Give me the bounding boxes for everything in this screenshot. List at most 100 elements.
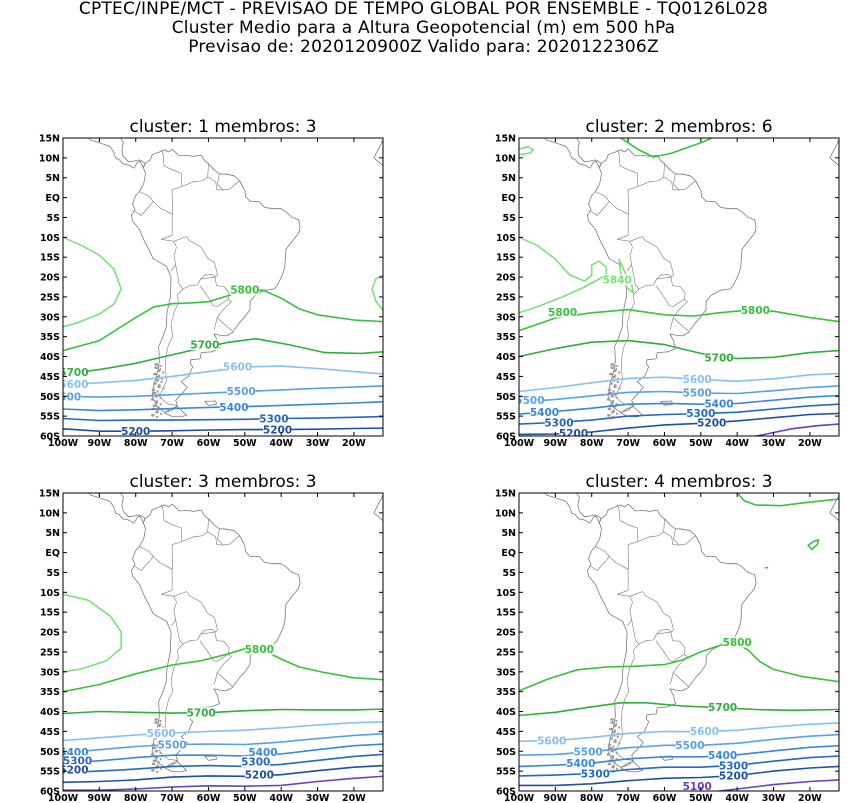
island — [612, 730, 616, 734]
contour-label: 5700 — [708, 702, 737, 714]
contour-label-bg — [708, 749, 737, 761]
contour-label: 5500 — [683, 387, 712, 399]
lat-tick-label: 10N — [39, 153, 60, 164]
island — [607, 388, 611, 392]
lon-tick-label: 100W — [504, 793, 535, 803]
contour-label: 5200 — [245, 770, 274, 782]
lat-tick-label: 5N — [45, 173, 60, 184]
lat-tick-label: 15N — [39, 134, 60, 145]
lat-tick-label: EQ — [501, 548, 516, 559]
lat-tick-label: EQ — [45, 548, 60, 559]
island — [150, 753, 155, 756]
contour-label-bg — [602, 274, 632, 286]
country-border — [216, 654, 233, 687]
island — [612, 409, 615, 412]
country-border — [637, 163, 665, 187]
tierra-del-fuego-outline — [164, 761, 187, 773]
contour-label: 500 — [59, 391, 81, 403]
island — [613, 724, 617, 728]
country-border — [160, 149, 183, 215]
island — [614, 384, 617, 387]
header-line-1: CPTEC/INPE/MCT - PREVISAO DE TEMPO GLOBA… — [78, 0, 769, 19]
lat-tick-label: 50S — [40, 747, 60, 758]
map-frame — [518, 137, 840, 437]
contour-label: 5600 — [683, 374, 712, 386]
contour-5300 — [519, 403, 839, 425]
contour-label: 5400 — [704, 399, 733, 411]
header-line-2: Cluster Medio para a Altura Geopotencial… — [171, 18, 676, 38]
lon-tick-label: 80W — [124, 793, 148, 803]
island — [611, 755, 614, 758]
country-border — [616, 149, 639, 215]
coastline — [544, 138, 839, 418]
country-border — [663, 176, 696, 191]
contour-label-bg — [675, 739, 705, 751]
contour-label-bg — [245, 643, 274, 655]
contour-5600 — [519, 722, 839, 743]
panel-title: cluster: 3 membros: 3 — [129, 472, 316, 492]
contour-label: 5400 — [248, 747, 277, 759]
contour-5200 — [63, 427, 383, 432]
africa-coast — [373, 494, 383, 522]
island — [152, 404, 157, 408]
island — [610, 718, 614, 721]
country-border — [663, 531, 696, 546]
lon-tick-label: 60W — [653, 438, 677, 449]
island — [613, 385, 617, 388]
country-borders — [590, 504, 696, 761]
country-border — [637, 518, 665, 542]
contour-5800 — [519, 641, 839, 692]
contour-label-bg — [544, 416, 574, 428]
island — [615, 368, 618, 371]
contour-label: 5700 — [187, 708, 216, 720]
country-border — [214, 672, 218, 685]
lat-tick-label: 5N — [45, 528, 60, 539]
lat-tick-label: 10S — [40, 233, 60, 244]
lat-tick-label: 10S — [40, 588, 60, 599]
contour-label-bg — [682, 387, 712, 399]
island — [162, 726, 165, 729]
island — [610, 401, 614, 404]
map-axes: 15N10N5NEQ5S10S15S20S25S30S35S40S45S50S5… — [39, 134, 383, 449]
contour-label-bg — [219, 401, 249, 413]
island — [610, 395, 614, 398]
lat-tick-label: 40S — [40, 352, 60, 363]
contour-label: 5400 — [530, 407, 559, 419]
island — [616, 735, 619, 738]
contour-label: 5800 — [723, 637, 752, 649]
island — [610, 721, 614, 724]
island — [611, 400, 614, 403]
contour-label: 5500 — [573, 746, 602, 758]
island — [157, 406, 160, 409]
contour-5840 — [618, 258, 635, 294]
country-border — [139, 546, 177, 627]
africa-coast — [373, 139, 383, 167]
contour-label-bg — [519, 394, 545, 406]
lat-tick-label: 50S — [496, 392, 516, 403]
island — [156, 415, 159, 418]
contour-label: 5300 — [259, 413, 288, 425]
country-border — [616, 504, 639, 570]
country-border — [672, 654, 689, 687]
island — [615, 365, 618, 368]
island — [160, 767, 163, 770]
contour-5700 — [519, 702, 839, 717]
lat-tick-label: 15N — [495, 134, 516, 145]
central-america-outline — [544, 138, 602, 169]
lon-tick-label: 50W — [689, 793, 713, 803]
lon-tick-label: 80W — [580, 438, 604, 449]
panel-title: cluster: 1 membros: 3 — [129, 117, 316, 137]
lat-tick-label: 30S — [496, 312, 516, 323]
island — [154, 401, 158, 404]
lon-tick-label: 40W — [725, 438, 749, 449]
contour-5800 — [736, 493, 839, 507]
contour-label-bg — [719, 760, 748, 772]
contour-5100 — [718, 779, 839, 791]
lon-tick-label: 70W — [160, 438, 184, 449]
central-america-outline — [88, 493, 146, 524]
contour-label-bg — [682, 780, 712, 791]
island — [614, 374, 617, 377]
lon-tick-label: 70W — [616, 438, 640, 449]
